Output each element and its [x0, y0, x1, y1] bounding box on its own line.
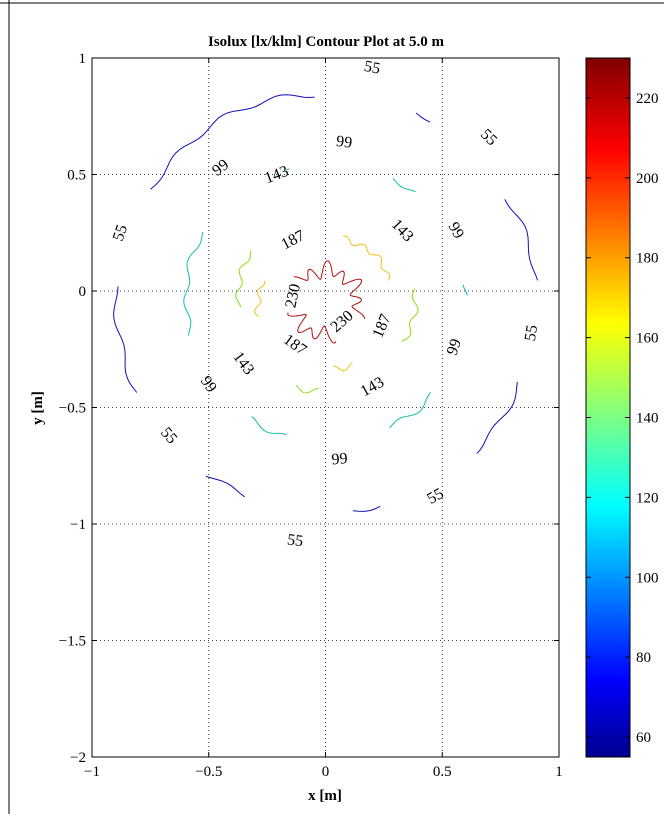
contour-line-99: [462, 284, 469, 296]
contour-line-187: [254, 280, 266, 318]
contour-line-55: [476, 381, 518, 454]
colorbar-tick-label: 60: [636, 730, 651, 746]
y-tick-label: −1.5: [59, 634, 86, 650]
colorbar-tick-label: 140: [636, 410, 659, 426]
axes-ticks: −1 −0.5 0 0.5 1 −2 −1.5 −1 −0.5 0 0.5 1: [59, 51, 563, 780]
contour-line-187: [343, 235, 391, 281]
colorbar-tick-label: 120: [636, 490, 659, 506]
colorbar-tick-label: 200: [636, 171, 659, 187]
contour-label: 230: [282, 282, 304, 309]
colorbar-tick-label: 80: [636, 650, 651, 666]
chart-title: Isolux [lx/klm] Contour Plot at 5.0 m: [208, 34, 444, 50]
contour-line-143: [401, 302, 419, 342]
contour-line-99: [285, 168, 290, 171]
contour-line-99: [183, 231, 204, 336]
contour-label: 55: [110, 223, 131, 244]
contour-line-55: [150, 94, 315, 190]
y-tick-label: −2: [70, 750, 86, 766]
colorbar-tick-label: 220: [636, 91, 659, 107]
contour-label: 99: [444, 337, 465, 358]
contour-label: 55: [424, 485, 446, 508]
x-tick-label: −0.5: [195, 764, 222, 780]
colorbar-tick-label: 180: [636, 251, 659, 267]
contour-lines: [113, 94, 538, 512]
contour-label: 99: [197, 373, 220, 396]
y-tick-label: 1: [79, 51, 87, 67]
contour-line-55: [504, 199, 538, 281]
contour-label: 99: [331, 450, 348, 468]
contour-line-55: [415, 112, 431, 123]
contour-label: 55: [363, 58, 382, 78]
contour-line-187: [333, 362, 353, 372]
contour-label: 99: [445, 219, 468, 241]
contour-line-99: [251, 416, 287, 436]
x-tick-label: 1: [555, 764, 563, 780]
colorbar-tick-label: 100: [636, 570, 659, 586]
contour-label: 55: [286, 531, 304, 550]
y-axis-label: y [m]: [30, 391, 46, 425]
contour-line-99: [389, 392, 432, 429]
contour-line-230: [351, 302, 366, 319]
contour-line-55: [352, 505, 381, 512]
contour-line-99: [392, 178, 416, 193]
y-tick-label: −1: [70, 517, 86, 533]
contour-line-143: [295, 384, 319, 394]
colorbar: [585, 57, 631, 758]
contour-line-55: [113, 286, 138, 393]
contour-label: 55: [522, 324, 541, 342]
contour-line-143: [411, 288, 416, 303]
y-tick-label: 0: [79, 284, 87, 300]
contour-line-230: [293, 260, 363, 304]
contour-line-55: [205, 475, 246, 498]
colorbar-tick-label: 160: [636, 331, 659, 347]
contour-label: 99: [335, 133, 353, 152]
contour-line-230: [287, 312, 337, 344]
x-tick-label: 0.5: [433, 764, 452, 780]
x-tick-label: 0: [322, 764, 330, 780]
x-axis-label: x [m]: [308, 788, 342, 804]
x-tick-label: −1: [84, 764, 100, 780]
grid: [92, 58, 559, 757]
contour-line-143: [235, 251, 251, 308]
colorbar-ticks: 60 80 100 120 140 160 180 200 220: [586, 91, 659, 746]
y-tick-label: 0.5: [67, 168, 86, 184]
y-tick-label: −0.5: [59, 401, 86, 417]
